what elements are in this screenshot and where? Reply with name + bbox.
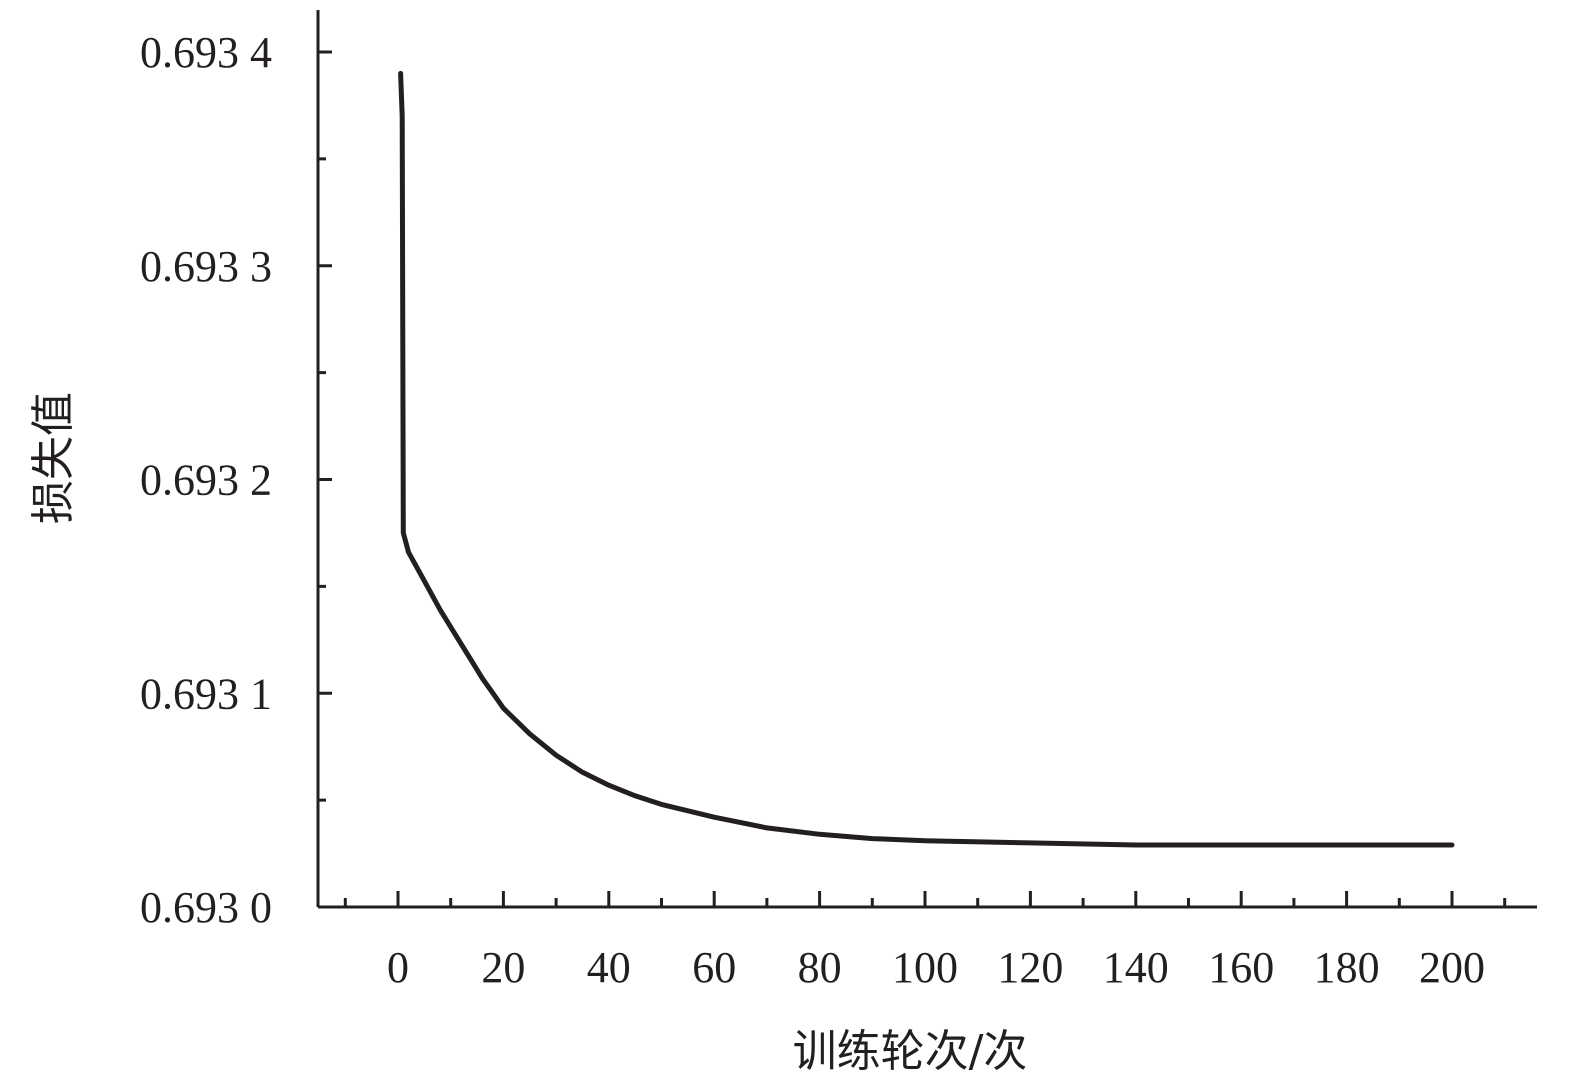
y-tick-label: 0.693 3 <box>140 242 272 291</box>
x-tick-label: 200 <box>1419 943 1485 992</box>
y-tick-label: 0.693 4 <box>140 28 272 77</box>
y-tick-label: 0.693 1 <box>140 669 272 718</box>
x-tick-label: 80 <box>798 943 842 992</box>
x-tick-label: 60 <box>692 943 736 992</box>
x-tick-label: 0 <box>387 943 409 992</box>
x-tick-label: 160 <box>1208 943 1274 992</box>
y-tick-label: 0.693 0 <box>140 883 272 932</box>
x-tick-label: 120 <box>997 943 1063 992</box>
x-axis-title: 训练轮次/次 <box>793 1026 1028 1077</box>
x-tick-label: 140 <box>1103 943 1169 992</box>
y-tick-label: 0.693 2 <box>140 456 272 505</box>
plot-area <box>398 70 1455 848</box>
x-tick-label: 100 <box>892 943 958 992</box>
loss-curve-0 <box>398 70 1455 848</box>
axes: 0.693 0 0.693 1 0.693 2 0.693 3 0.693 4 0 20 40… <box>140 10 1537 992</box>
y-axis-title: 损失值 <box>28 392 79 524</box>
x-tick-label: 20 <box>481 943 525 992</box>
x-tick-label: 180 <box>1314 943 1380 992</box>
x-tick-label: 40 <box>587 943 631 992</box>
